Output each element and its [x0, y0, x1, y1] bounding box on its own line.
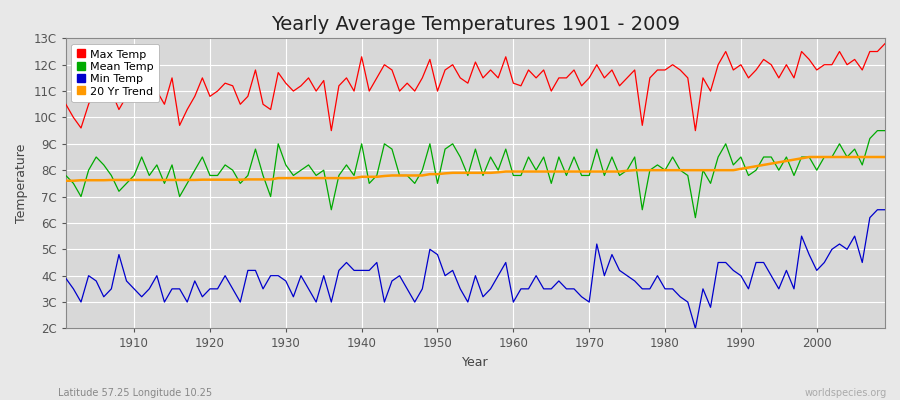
X-axis label: Year: Year	[462, 356, 489, 369]
Legend: Max Temp, Mean Temp, Min Temp, 20 Yr Trend: Max Temp, Mean Temp, Min Temp, 20 Yr Tre…	[71, 44, 159, 102]
Text: Latitude 57.25 Longitude 10.25: Latitude 57.25 Longitude 10.25	[58, 388, 212, 398]
Y-axis label: Temperature: Temperature	[15, 144, 28, 223]
Title: Yearly Average Temperatures 1901 - 2009: Yearly Average Temperatures 1901 - 2009	[271, 15, 680, 34]
Text: worldspecies.org: worldspecies.org	[805, 388, 886, 398]
